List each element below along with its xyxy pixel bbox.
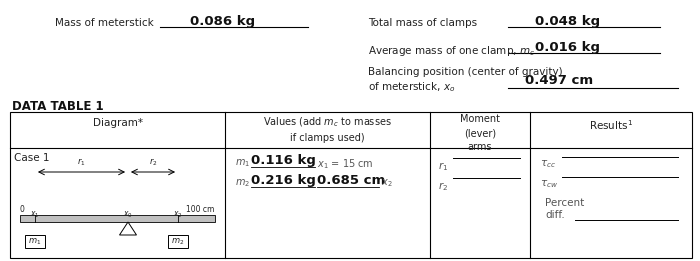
Bar [10, 112, 692, 258]
Text: 0: 0 [20, 205, 25, 214]
Text: $x_1$ = 15 cm: $x_1$ = 15 cm [317, 157, 374, 171]
Text: $m_1$: $m_1$ [29, 236, 41, 247]
Text: $\tau_{cw}$: $\tau_{cw}$ [540, 178, 558, 190]
Text: Mass of meterstick: Mass of meterstick [55, 18, 154, 28]
Text: $r_1$: $r_1$ [438, 160, 448, 173]
Text: $r_2$: $r_2$ [438, 180, 448, 193]
Text: $x_2$: $x_2$ [381, 177, 393, 189]
Text: 0.116 kg: 0.116 kg [251, 154, 316, 167]
Text: $x_0$: $x_0$ [123, 210, 133, 221]
Text: Results$^1$: Results$^1$ [589, 118, 633, 132]
Bar [25, 235, 45, 248]
Text: 0.685 cm: 0.685 cm [317, 174, 385, 187]
Text: $r_1$: $r_1$ [77, 157, 86, 168]
Polygon shape [120, 222, 136, 235]
Text: Percent: Percent [545, 198, 584, 208]
Bar [168, 235, 188, 248]
Text: Average mass of one clamp, $m_c$: Average mass of one clamp, $m_c$ [368, 44, 536, 58]
Text: Balancing position (center of gravity): Balancing position (center of gravity) [368, 67, 563, 77]
Text: $x_1$: $x_1$ [30, 210, 40, 221]
Text: DATA TABLE 1: DATA TABLE 1 [12, 100, 104, 113]
Text: $m_2$: $m_2$ [235, 177, 250, 189]
Text: diff.: diff. [545, 210, 565, 220]
Text: 0.016 kg: 0.016 kg [535, 41, 600, 54]
Text: 0.048 kg: 0.048 kg [535, 15, 600, 28]
Text: Case 1: Case 1 [14, 153, 50, 163]
Text: of meterstick, $x_o$: of meterstick, $x_o$ [368, 80, 456, 94]
Text: $m_1$: $m_1$ [235, 157, 250, 169]
Bar [20, 215, 215, 222]
Text: Total mass of clamps: Total mass of clamps [368, 18, 477, 28]
Text: Diagram*: Diagram* [92, 118, 143, 128]
Text: 0.497 cm: 0.497 cm [525, 74, 593, 87]
Text: 100 cm: 100 cm [186, 205, 214, 214]
Text: $x_2$: $x_2$ [173, 210, 183, 221]
Text: Values (add $m_c$ to masses
if clamps used): Values (add $m_c$ to masses if clamps us… [263, 115, 392, 143]
Text: $m_2$: $m_2$ [172, 236, 185, 247]
Text: 0.086 kg: 0.086 kg [190, 15, 255, 28]
Text: $r_2$: $r_2$ [148, 157, 158, 168]
Text: Moment
(lever)
arms: Moment (lever) arms [460, 114, 500, 152]
Text: $\tau_{cc}$: $\tau_{cc}$ [540, 158, 556, 170]
Text: 0.216 kg: 0.216 kg [251, 174, 316, 187]
